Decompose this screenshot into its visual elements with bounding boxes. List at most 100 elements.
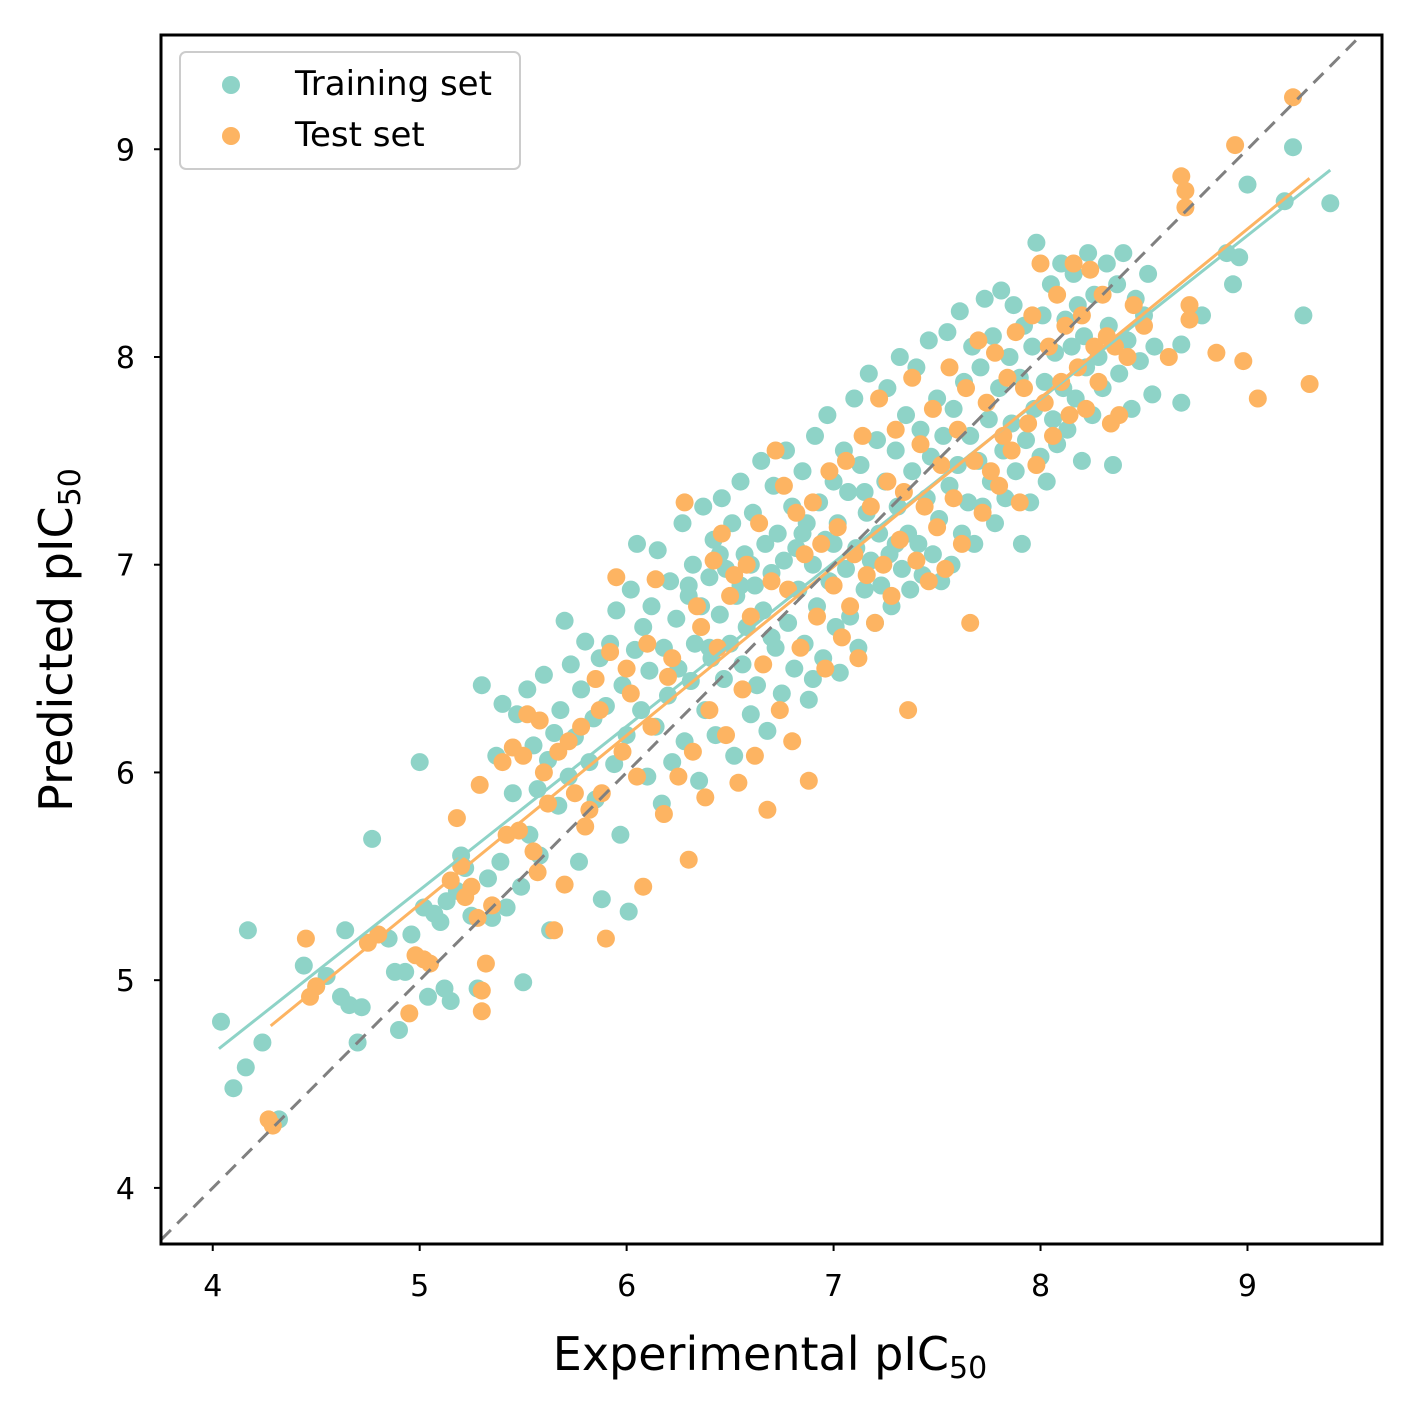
training-point bbox=[1027, 233, 1046, 252]
training-point bbox=[903, 462, 922, 481]
training-point bbox=[628, 534, 646, 553]
training-point bbox=[824, 534, 843, 553]
training-point bbox=[1172, 335, 1191, 354]
test-point bbox=[907, 551, 926, 570]
test-point bbox=[973, 503, 992, 522]
training-point bbox=[1012, 534, 1031, 553]
training-point bbox=[975, 289, 994, 308]
test-point bbox=[621, 684, 640, 703]
test-point bbox=[696, 788, 715, 807]
training-point bbox=[570, 852, 588, 871]
training-point bbox=[472, 676, 491, 695]
training-point bbox=[491, 852, 510, 871]
test-point bbox=[948, 420, 967, 439]
test-point bbox=[837, 451, 855, 470]
training-point bbox=[640, 661, 659, 680]
test-point bbox=[903, 368, 922, 387]
training-point bbox=[965, 534, 984, 553]
training-point bbox=[837, 559, 855, 578]
test-point bbox=[729, 773, 748, 792]
test-point bbox=[704, 551, 723, 570]
training-point bbox=[352, 998, 371, 1017]
training-point bbox=[845, 389, 864, 408]
training-point bbox=[410, 753, 429, 772]
test-point bbox=[700, 701, 719, 720]
test-point bbox=[915, 497, 934, 516]
training-point bbox=[690, 771, 709, 790]
test-point bbox=[1176, 181, 1195, 200]
test-point bbox=[1089, 372, 1108, 391]
training-point bbox=[839, 483, 858, 501]
test-point bbox=[514, 746, 533, 765]
test-point bbox=[733, 680, 752, 699]
training-point bbox=[621, 580, 640, 599]
test-point bbox=[911, 435, 930, 454]
training-point bbox=[576, 632, 595, 651]
test-point bbox=[1118, 348, 1137, 366]
test-point bbox=[669, 767, 688, 786]
test-point bbox=[754, 655, 773, 674]
training-point bbox=[663, 753, 682, 772]
training-point bbox=[901, 580, 920, 599]
training-point bbox=[983, 327, 1002, 346]
test-point bbox=[725, 566, 744, 585]
training-point bbox=[714, 670, 733, 688]
test-point bbox=[646, 570, 665, 589]
test-point bbox=[679, 850, 698, 869]
test-point bbox=[849, 649, 868, 668]
test-point bbox=[607, 568, 626, 587]
training-point bbox=[294, 956, 313, 975]
training-point bbox=[336, 921, 355, 940]
test-point bbox=[717, 726, 735, 745]
test-point bbox=[654, 805, 673, 823]
training-point bbox=[1023, 337, 1042, 356]
test-point bbox=[1044, 426, 1062, 445]
test-point bbox=[832, 628, 851, 647]
training-point bbox=[431, 913, 450, 931]
test-point bbox=[923, 399, 942, 418]
test-point bbox=[1248, 389, 1267, 408]
test-point bbox=[721, 586, 740, 605]
identity-line bbox=[161, 35, 1363, 1241]
y-axis-label: Predicted pIC50 bbox=[29, 468, 88, 812]
test-point bbox=[688, 597, 706, 616]
training-point bbox=[934, 426, 953, 445]
training-point bbox=[396, 962, 415, 981]
training-point bbox=[793, 462, 812, 481]
training-point bbox=[950, 302, 969, 321]
test-point bbox=[586, 670, 605, 688]
training-point bbox=[545, 724, 564, 742]
training-point bbox=[679, 576, 698, 595]
test-point bbox=[791, 638, 810, 657]
test-point bbox=[870, 389, 889, 408]
training-point bbox=[1172, 393, 1191, 412]
test-point bbox=[1077, 399, 1096, 418]
x-tick-label: 9 bbox=[1238, 1269, 1257, 1304]
training-point bbox=[818, 406, 837, 425]
test-point bbox=[1176, 198, 1195, 217]
test-point bbox=[400, 1004, 419, 1023]
training-point bbox=[855, 483, 874, 501]
training-point bbox=[758, 721, 777, 740]
test-point bbox=[590, 701, 609, 720]
test-point bbox=[1284, 88, 1302, 107]
test-point bbox=[659, 667, 677, 686]
training-point bbox=[1114, 244, 1133, 263]
training-point bbox=[419, 987, 437, 1006]
training-point bbox=[1035, 372, 1054, 391]
test-point bbox=[952, 534, 971, 553]
test-point bbox=[787, 503, 806, 522]
training-point bbox=[683, 555, 702, 574]
test-point bbox=[1124, 296, 1143, 315]
training-point bbox=[559, 767, 578, 786]
training-point bbox=[1079, 244, 1098, 263]
training-point bbox=[1000, 348, 1019, 366]
y-tick-label: 4 bbox=[116, 1172, 135, 1207]
training-point bbox=[1062, 337, 1081, 356]
training-point bbox=[748, 676, 766, 695]
test-point bbox=[1159, 348, 1178, 366]
training-point bbox=[785, 659, 804, 678]
training-point bbox=[619, 902, 638, 921]
test-point bbox=[642, 717, 661, 736]
